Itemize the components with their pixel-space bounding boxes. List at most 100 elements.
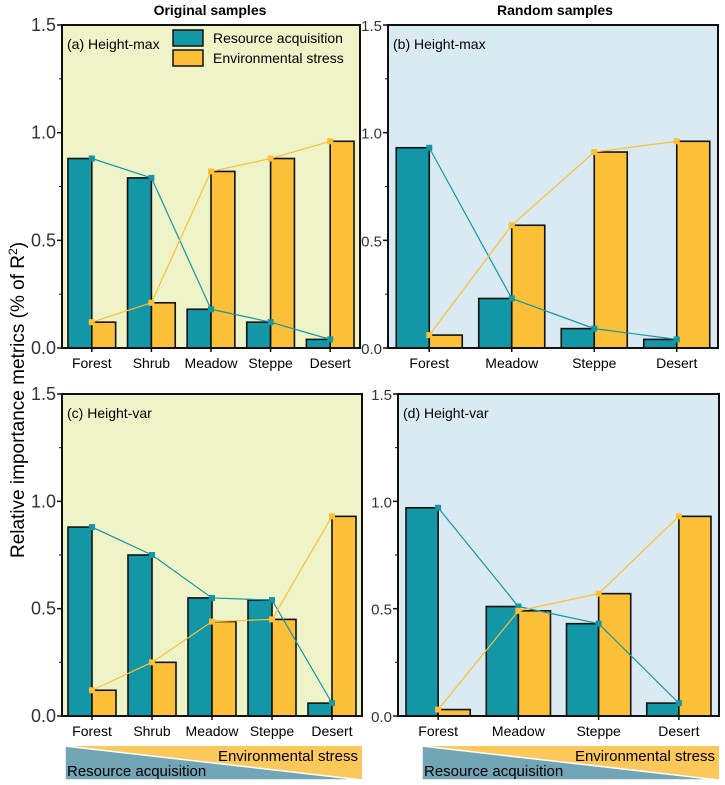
trend-marker: [269, 597, 275, 604]
trend-marker: [673, 336, 680, 343]
trend-marker: [267, 155, 274, 162]
panel-label: (b) Height-max: [393, 36, 486, 52]
x-tick-label: Steppe: [572, 355, 617, 371]
y-tick-label: 1.5: [31, 384, 56, 404]
y-tick-label: 1.0: [361, 126, 382, 143]
trend-marker: [515, 607, 522, 614]
panel-label: (c) Height-var: [67, 405, 152, 421]
bar-stress: [428, 334, 464, 349]
legend-swatch-resource: [172, 29, 204, 47]
trend-marker: [267, 319, 274, 326]
trend-marker: [148, 299, 155, 306]
x-tick-label: Desert: [658, 723, 699, 739]
plot-background: [388, 25, 718, 348]
bar-stress: [91, 689, 117, 717]
trend-line-resource: [428, 147, 677, 340]
bar-stress: [593, 151, 629, 349]
trend-marker: [269, 616, 275, 623]
column-title-original: Original samples: [154, 2, 267, 18]
bar-resource: [67, 526, 93, 717]
y-tick-label: 0.5: [371, 602, 392, 619]
bar-resource: [560, 327, 596, 349]
bar-stress: [678, 515, 712, 717]
trend-marker: [208, 306, 214, 313]
trend-marker: [329, 700, 335, 707]
x-tick-label: Forest: [72, 355, 112, 371]
trend-marker: [426, 144, 433, 151]
bar-stress: [517, 610, 552, 717]
trend-marker: [591, 325, 598, 332]
bar-resource: [395, 146, 431, 349]
trend-marker: [426, 332, 433, 339]
bar-resource: [645, 702, 680, 717]
bar-stress: [150, 301, 177, 349]
bar-stress: [675, 140, 711, 349]
x-tick-label: Meadow: [185, 355, 239, 371]
bar-resource: [247, 599, 273, 717]
panel-c: Forest Shrub Meadow Steppe Desert 0.0 0.5 1.0 1.…: [31, 384, 363, 781]
trend-marker: [327, 138, 334, 145]
trend-marker: [208, 168, 214, 175]
bar-resource: [405, 506, 439, 717]
y-tick-label: 0.5: [361, 233, 382, 250]
trend-marker: [88, 155, 95, 162]
bar-stress: [331, 515, 357, 717]
panel-b: Forest Meadow Steppe Desert 0.0 0.5 1.0 1.5 (b) …: [361, 18, 719, 371]
y-tick-label: 1.0: [371, 494, 392, 511]
bar-resource: [126, 177, 153, 349]
trend-marker: [88, 319, 95, 326]
bar-stress: [271, 618, 297, 717]
trend-marker: [148, 174, 155, 181]
trend-marker: [595, 590, 602, 597]
y-tick-label: 1.5: [361, 18, 382, 35]
x-tick-label: Steppe: [248, 355, 293, 371]
trend-marker: [209, 618, 215, 625]
panel-d: Forest Meadow Steppe Desert 0.0 0.5 1.0 1.5 (d) …: [371, 387, 720, 781]
y-tick-label: 0.0: [371, 709, 392, 726]
trend-line-resource: [437, 507, 680, 704]
bar-stress: [210, 170, 236, 349]
x-tick-label: Desert: [310, 355, 351, 371]
trend-marker: [673, 138, 680, 145]
bar-resource: [642, 338, 678, 349]
gradient-label-resource: Resource acquisition: [424, 763, 563, 780]
gradient-band-resource: [421, 745, 720, 781]
trend-marker: [515, 603, 522, 610]
x-tick-label: Meadow: [186, 723, 240, 739]
x-tick-label: Steppe: [576, 723, 621, 739]
trend-marker: [595, 620, 602, 627]
bar-stress: [269, 157, 296, 349]
trend-marker: [89, 687, 95, 694]
gradient-band-resource: [64, 745, 363, 781]
y-tick-label: 1.5: [31, 15, 56, 35]
column-title-random: Random samples: [497, 2, 613, 18]
legend-swatch-stress: [172, 49, 204, 67]
y-tick-label: 0.0: [31, 706, 56, 726]
x-tick-label: Forest: [72, 723, 112, 739]
trend-marker: [435, 504, 442, 511]
y-tick-label: 0.0: [361, 341, 382, 358]
bar-stress: [510, 224, 546, 349]
y-tick-label: 1.0: [31, 491, 56, 511]
trend-line-stress: [428, 140, 677, 336]
panel-label: (d) Height-var: [403, 405, 489, 421]
legend-label-stress: Environmental stress: [213, 50, 344, 66]
trend-line-stress: [437, 515, 680, 710]
y-tick-label: 0.5: [31, 599, 56, 619]
y-axis-label: Relative importance metrics (% of R2): [6, 242, 29, 558]
bar-resource: [565, 622, 600, 717]
x-tick-label: Forest: [409, 355, 449, 371]
bar-resource: [245, 321, 272, 349]
trend-marker: [149, 552, 155, 558]
x-tick-label: Steppe: [250, 723, 295, 739]
y-tick-label: 0.5: [31, 230, 56, 250]
plot-background: [398, 394, 719, 716]
bar-resource: [67, 157, 93, 349]
y-tick-label: 1.5: [371, 387, 392, 404]
panel-label: (a) Height-max: [67, 36, 160, 52]
x-tick-label: Forest: [418, 723, 458, 739]
bar-resource: [305, 338, 331, 349]
y-tick-label: 0.0: [31, 338, 56, 358]
trend-marker: [149, 659, 155, 666]
